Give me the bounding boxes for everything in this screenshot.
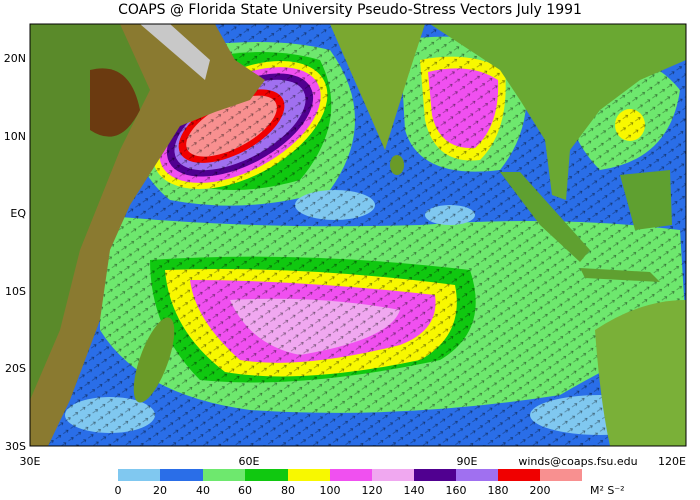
colorbar-label: 160: [446, 484, 467, 497]
lon-label: 60E: [239, 455, 260, 468]
lon-label: 120E: [658, 455, 686, 468]
lat-label: 10N: [4, 130, 26, 143]
colorbar-label: 40: [196, 484, 210, 497]
credit: winds@coaps.fsu.edu: [518, 455, 637, 468]
colorbar-label: 80: [281, 484, 295, 497]
lon-label: 30E: [20, 455, 41, 468]
colorbar-label: 180: [488, 484, 509, 497]
colorbar-label: 120: [362, 484, 383, 497]
colorbar-label: 100: [320, 484, 341, 497]
colorbar-label: 140: [404, 484, 425, 497]
colorbar-unit: M² S⁻²: [590, 484, 625, 497]
colorbar: 0 20 40 60 80 100 120 140 160 180 200 M² S⁻²: [115, 469, 625, 497]
map: [30, 24, 686, 446]
colorbar-label: 60: [238, 484, 252, 497]
lat-label: 10S: [5, 285, 26, 298]
lon-label: 90E: [457, 455, 478, 468]
map-frame: [29, 23, 687, 447]
lat-label: 20N: [4, 52, 26, 65]
lat-label: 30S: [5, 440, 26, 453]
colorbar-label: 0: [115, 484, 122, 497]
lat-labels: 20N 10N EQ 10S 20S 30S: [4, 52, 27, 453]
colorbar-label: 200: [530, 484, 551, 497]
lat-label: 20S: [5, 362, 26, 375]
lon-labels: 30E 60E 90E 120E: [20, 455, 687, 468]
lat-label: EQ: [10, 207, 26, 220]
colorbar-label: 20: [153, 484, 167, 497]
title: COAPS @ Florida State University Pseudo-…: [118, 2, 582, 18]
